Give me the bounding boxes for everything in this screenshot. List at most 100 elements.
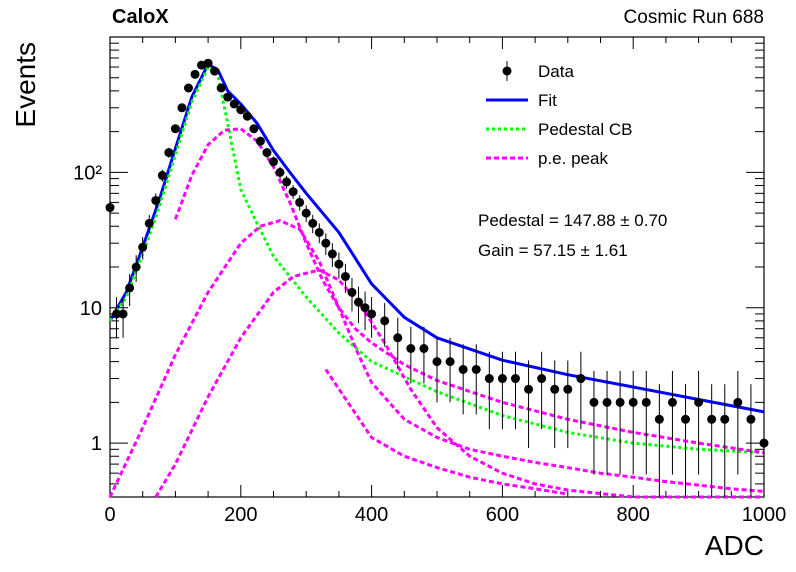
- data-point: [242, 111, 252, 121]
- data-point: [667, 397, 677, 407]
- data-point: [419, 344, 429, 354]
- data-point: [628, 397, 638, 407]
- data-point: [151, 195, 161, 205]
- data-point: [471, 364, 481, 374]
- x-tick-label: 400: [355, 504, 388, 526]
- data-point: [694, 397, 704, 407]
- data-point: [524, 384, 534, 394]
- pe-peak-curve: [324, 368, 569, 496]
- data-point: [367, 309, 377, 319]
- data-point: [288, 187, 298, 197]
- data-point: [170, 124, 180, 134]
- data-point: [138, 242, 148, 252]
- data-point: [720, 414, 730, 424]
- data-point: [550, 384, 560, 394]
- data-point: [210, 66, 220, 76]
- data-point: [249, 124, 259, 134]
- data-point: [164, 148, 174, 158]
- data-point: [406, 344, 416, 354]
- data-point: [707, 414, 717, 424]
- data-point: [602, 397, 612, 407]
- data-point: [432, 357, 442, 367]
- fit-curves: [108, 62, 765, 499]
- x-tick-label: 600: [486, 504, 519, 526]
- y-axis-label: Events: [10, 42, 41, 128]
- legend: Data Fit Pedestal CB p.e. peak: [486, 61, 633, 168]
- y-tick-label: 1: [91, 433, 102, 455]
- experiment-label: CaloX: [112, 6, 169, 28]
- data-point: [347, 287, 357, 297]
- pedestal-value: Pedestal = 147.88 ± 0.70: [478, 211, 668, 230]
- data-point: [445, 357, 455, 367]
- gain-value: Gain = 57.15 ± 1.61: [478, 241, 628, 260]
- data-point: [314, 227, 324, 237]
- pe-peak-curve: [108, 219, 765, 498]
- legend-label-fit: Fit: [538, 91, 557, 110]
- data-point: [641, 397, 651, 407]
- y-tick-label: 10: [80, 298, 102, 320]
- data-point: [654, 414, 664, 424]
- data-point: [282, 177, 292, 187]
- data-point: [615, 397, 625, 407]
- data-point: [301, 208, 311, 218]
- data-point: [229, 99, 239, 109]
- data-point: [216, 83, 226, 93]
- data-point: [360, 303, 370, 313]
- axes: 0 200 400 600 800 1000 1 10 10²: [73, 37, 786, 526]
- data-point: [223, 92, 233, 102]
- data-point: [125, 283, 135, 293]
- x-tick-label: 1000: [742, 504, 787, 526]
- data-point: [733, 397, 743, 407]
- y-tick-label: 10²: [73, 162, 102, 184]
- data-point: [563, 384, 573, 394]
- x-tick-label: 800: [617, 504, 650, 526]
- data-point: [177, 103, 187, 113]
- data-point: [589, 397, 599, 407]
- data-point: [393, 333, 403, 343]
- data-point: [759, 438, 769, 448]
- data-point: [118, 309, 128, 319]
- data-point: [537, 374, 547, 384]
- data-point: [308, 218, 318, 228]
- data-point: [144, 218, 154, 228]
- data-point: [576, 374, 586, 384]
- legend-label-pedestal: Pedestal CB: [538, 120, 633, 139]
- data-point: [190, 69, 200, 79]
- data-point: [131, 262, 141, 272]
- run-label: Cosmic Run 688: [623, 7, 764, 28]
- data-point: [681, 414, 691, 424]
- data-point: [275, 167, 285, 177]
- data-point: [183, 83, 193, 93]
- data-point: [262, 148, 272, 158]
- x-tick-label: 200: [224, 504, 257, 526]
- x-axis-label: ADC: [704, 530, 764, 561]
- data-points: [105, 58, 769, 497]
- legend-marker-data: [502, 66, 512, 76]
- data-point: [295, 197, 305, 207]
- data-point: [354, 297, 364, 307]
- fit-curve: [108, 62, 765, 414]
- legend-label-data: Data: [538, 62, 574, 81]
- data-point: [340, 272, 350, 282]
- data-point: [112, 309, 122, 319]
- data-point: [458, 364, 468, 374]
- data-point: [255, 136, 265, 146]
- data-point: [334, 259, 344, 269]
- data-point: [484, 374, 494, 384]
- data-point: [269, 157, 278, 167]
- data-point: [236, 105, 246, 115]
- data-point: [497, 374, 507, 384]
- data-point: [203, 58, 213, 68]
- data-point: [105, 203, 115, 213]
- pedestal-curve: [108, 65, 765, 455]
- legend-label-pe: p.e. peak: [538, 149, 608, 168]
- data-point: [380, 316, 390, 326]
- pe-peak-curve: [173, 127, 765, 455]
- data-point: [746, 414, 756, 424]
- data-point: [321, 238, 331, 248]
- data-point: [510, 374, 520, 384]
- data-point: [327, 249, 337, 259]
- x-tick-label: 0: [104, 504, 115, 526]
- data-point: [157, 170, 167, 180]
